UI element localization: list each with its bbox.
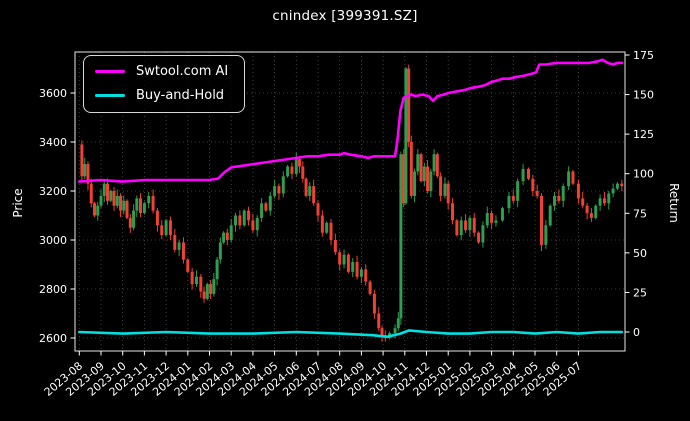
candles-group xyxy=(80,64,624,342)
svg-text:3600: 3600 xyxy=(39,87,67,100)
svg-text:175: 175 xyxy=(633,49,654,62)
legend-label-bh: Buy-and-Hold xyxy=(136,88,225,103)
legend-label-ai: Swtool.com AI xyxy=(136,64,229,79)
svg-text:50: 50 xyxy=(633,247,647,260)
legend-item-ai: Swtool.com AI xyxy=(95,64,228,79)
svg-text:0: 0 xyxy=(633,326,640,339)
bh-line-swatch xyxy=(95,94,125,97)
chart-title: cnindex [399391.SZ] xyxy=(272,8,418,24)
svg-text:3000: 3000 xyxy=(39,234,67,247)
series-line xyxy=(78,329,624,339)
price-axis-label: Price xyxy=(11,188,25,218)
svg-text:3400: 3400 xyxy=(39,136,67,149)
svg-text:25: 25 xyxy=(633,286,647,299)
legend-item-bh: Buy-and-Hold xyxy=(95,88,228,103)
series-line xyxy=(78,58,624,183)
legend: Swtool.com AI Buy-and-Hold xyxy=(83,55,246,113)
plot-border xyxy=(74,51,626,352)
ai-line-swatch xyxy=(95,70,125,73)
svg-text:75: 75 xyxy=(633,207,647,220)
svg-text:2800: 2800 xyxy=(39,283,67,296)
svg-text:3200: 3200 xyxy=(39,185,67,198)
svg-text:150: 150 xyxy=(633,89,654,102)
return-axis-label: Return xyxy=(667,183,681,223)
svg-text:100: 100 xyxy=(633,168,654,181)
svg-text:125: 125 xyxy=(633,128,654,141)
axis-ticks xyxy=(70,54,630,356)
svg-text:2600: 2600 xyxy=(39,332,67,345)
